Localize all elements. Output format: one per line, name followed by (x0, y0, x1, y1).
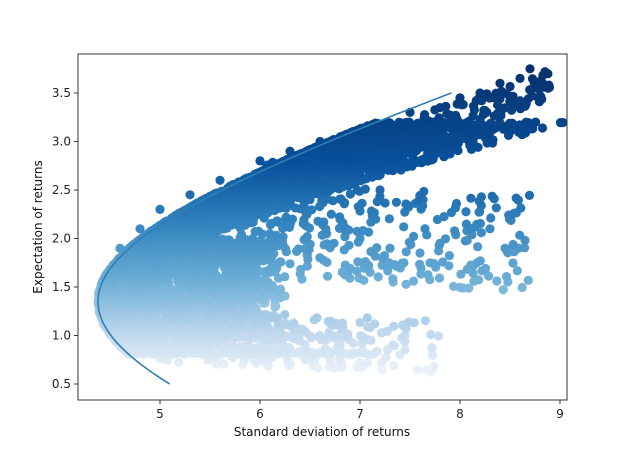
x-tick-label: 5 (156, 407, 164, 421)
x-tick-label: 9 (556, 407, 564, 421)
y-tick-label: 0.5 (52, 377, 71, 391)
x-axis-label: Standard deviation of returns (234, 425, 410, 439)
y-tick-label: 1.0 (52, 329, 71, 343)
y-axis-label: Expectation of returns (31, 160, 45, 293)
plot-frame (77, 53, 568, 401)
x-tick-label: 6 (256, 407, 264, 421)
x-axis: 5 6 7 8 9 (156, 400, 564, 421)
x-tick-label: 7 (356, 407, 364, 421)
y-tick-label: 2.5 (52, 183, 71, 197)
y-tick-label: 3.0 (52, 135, 71, 149)
y-axis: 0.5 1.0 1.5 2.0 2.5 3.0 3.5 (52, 86, 78, 391)
y-tick-label: 2.0 (52, 232, 71, 246)
y-tick-label: 3.5 (52, 86, 71, 100)
portfolio-points (93, 64, 567, 377)
x-tick-label: 8 (456, 407, 464, 421)
efficient-frontier-line (97, 92, 452, 385)
y-tick-label: 1.5 (52, 280, 71, 294)
